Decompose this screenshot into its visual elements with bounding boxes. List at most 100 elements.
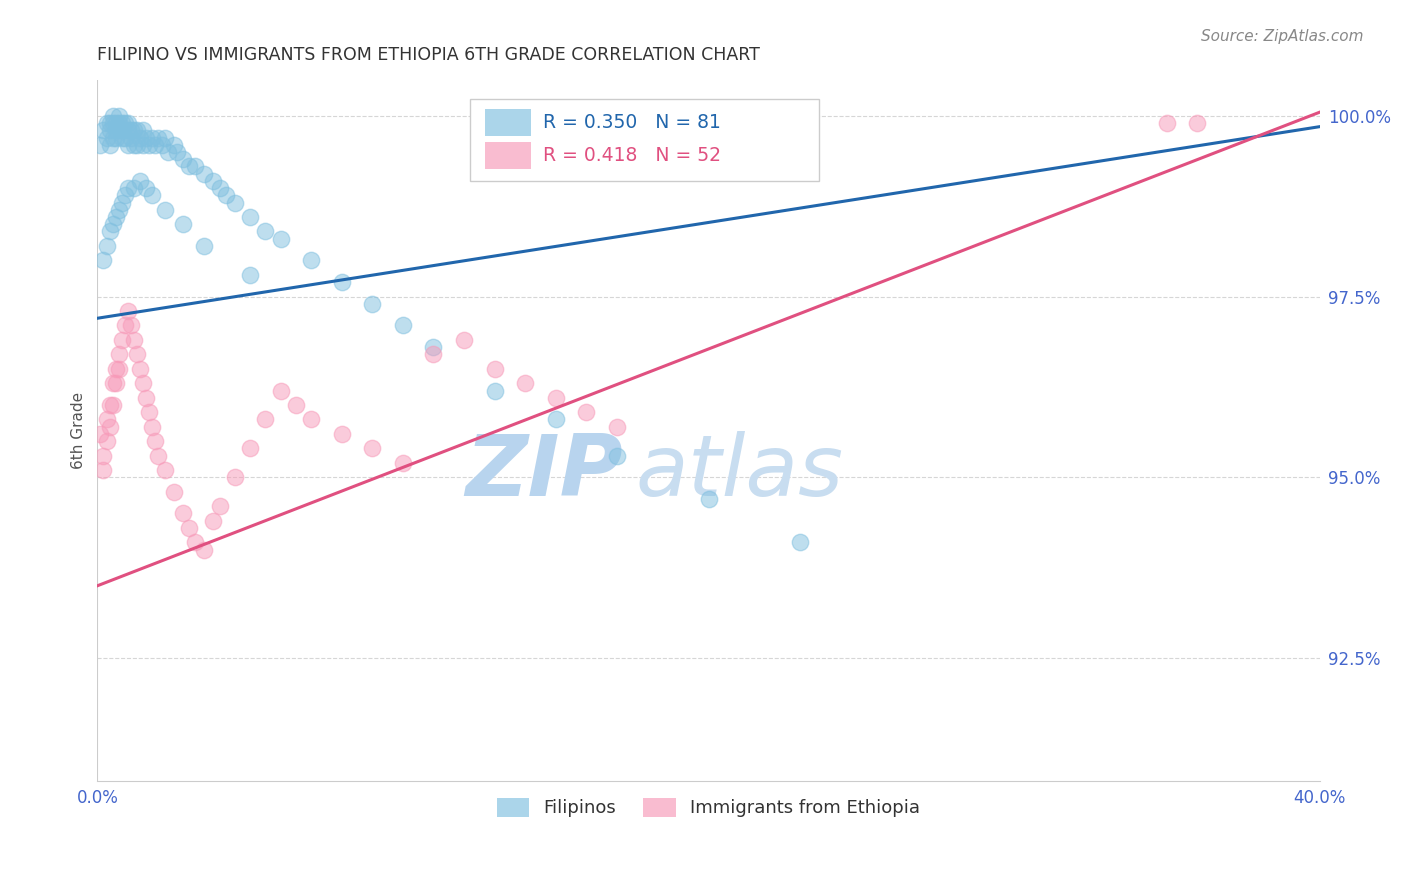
- Point: [117, 123, 139, 137]
- Point: [111, 123, 134, 137]
- Point: [202, 174, 225, 188]
- Point: [484, 362, 506, 376]
- FancyBboxPatch shape: [485, 109, 531, 136]
- Point: [93, 463, 115, 477]
- Point: [224, 195, 246, 210]
- Point: [422, 347, 444, 361]
- Point: [224, 470, 246, 484]
- Text: R = 0.350   N = 81: R = 0.350 N = 81: [544, 113, 721, 132]
- Point: [125, 347, 148, 361]
- Point: [114, 130, 136, 145]
- Point: [101, 217, 124, 231]
- Point: [239, 268, 262, 282]
- Point: [606, 449, 628, 463]
- Point: [193, 239, 215, 253]
- Y-axis label: 6th Grade: 6th Grade: [72, 392, 86, 469]
- Point: [484, 384, 506, 398]
- Point: [153, 130, 176, 145]
- Point: [544, 412, 567, 426]
- Point: [125, 137, 148, 152]
- Point: [98, 398, 121, 412]
- Point: [285, 398, 308, 412]
- Point: [299, 412, 322, 426]
- Point: [148, 130, 170, 145]
- Point: [101, 116, 124, 130]
- Point: [330, 426, 353, 441]
- Point: [104, 210, 127, 224]
- Point: [98, 123, 121, 137]
- Point: [184, 160, 207, 174]
- Point: [254, 225, 277, 239]
- Point: [89, 426, 111, 441]
- Point: [101, 130, 124, 145]
- Point: [184, 535, 207, 549]
- Point: [172, 507, 194, 521]
- Point: [361, 442, 384, 456]
- Point: [422, 340, 444, 354]
- Legend: Filipinos, Immigrants from Ethiopia: Filipinos, Immigrants from Ethiopia: [489, 791, 928, 824]
- Point: [789, 535, 811, 549]
- Point: [96, 412, 118, 426]
- Point: [163, 484, 186, 499]
- Text: R = 0.418   N = 52: R = 0.418 N = 52: [544, 146, 721, 165]
- Point: [104, 123, 127, 137]
- Point: [177, 160, 200, 174]
- Point: [120, 318, 142, 333]
- Point: [193, 167, 215, 181]
- Point: [120, 130, 142, 145]
- Point: [177, 521, 200, 535]
- Point: [101, 109, 124, 123]
- Point: [114, 318, 136, 333]
- Point: [270, 384, 292, 398]
- Point: [111, 333, 134, 347]
- Point: [239, 442, 262, 456]
- Point: [117, 181, 139, 195]
- Point: [141, 130, 163, 145]
- Point: [208, 181, 231, 195]
- Point: [98, 225, 121, 239]
- Point: [96, 130, 118, 145]
- Point: [153, 463, 176, 477]
- Point: [107, 362, 129, 376]
- Point: [1187, 116, 1209, 130]
- Point: [392, 456, 415, 470]
- Point: [172, 217, 194, 231]
- Point: [156, 145, 179, 159]
- Point: [145, 434, 167, 449]
- Point: [150, 137, 173, 152]
- Point: [208, 500, 231, 514]
- Point: [98, 419, 121, 434]
- Point: [98, 116, 121, 130]
- Point: [107, 109, 129, 123]
- Point: [104, 130, 127, 145]
- Point: [202, 514, 225, 528]
- Point: [172, 152, 194, 166]
- Point: [138, 137, 160, 152]
- Point: [135, 181, 157, 195]
- Text: ZIP: ZIP: [465, 431, 623, 514]
- Point: [515, 376, 537, 391]
- Point: [544, 391, 567, 405]
- Point: [153, 202, 176, 217]
- Point: [93, 449, 115, 463]
- Point: [111, 130, 134, 145]
- Point: [138, 405, 160, 419]
- Point: [111, 116, 134, 130]
- Point: [114, 116, 136, 130]
- Point: [125, 123, 148, 137]
- Point: [193, 542, 215, 557]
- Point: [96, 116, 118, 130]
- Point: [132, 137, 155, 152]
- Point: [107, 202, 129, 217]
- Point: [107, 347, 129, 361]
- Point: [145, 137, 167, 152]
- Point: [129, 362, 152, 376]
- Point: [101, 376, 124, 391]
- Point: [392, 318, 415, 333]
- Point: [299, 253, 322, 268]
- Point: [120, 123, 142, 137]
- Point: [166, 145, 188, 159]
- FancyBboxPatch shape: [485, 142, 531, 169]
- Point: [93, 123, 115, 137]
- Text: atlas: atlas: [636, 431, 844, 514]
